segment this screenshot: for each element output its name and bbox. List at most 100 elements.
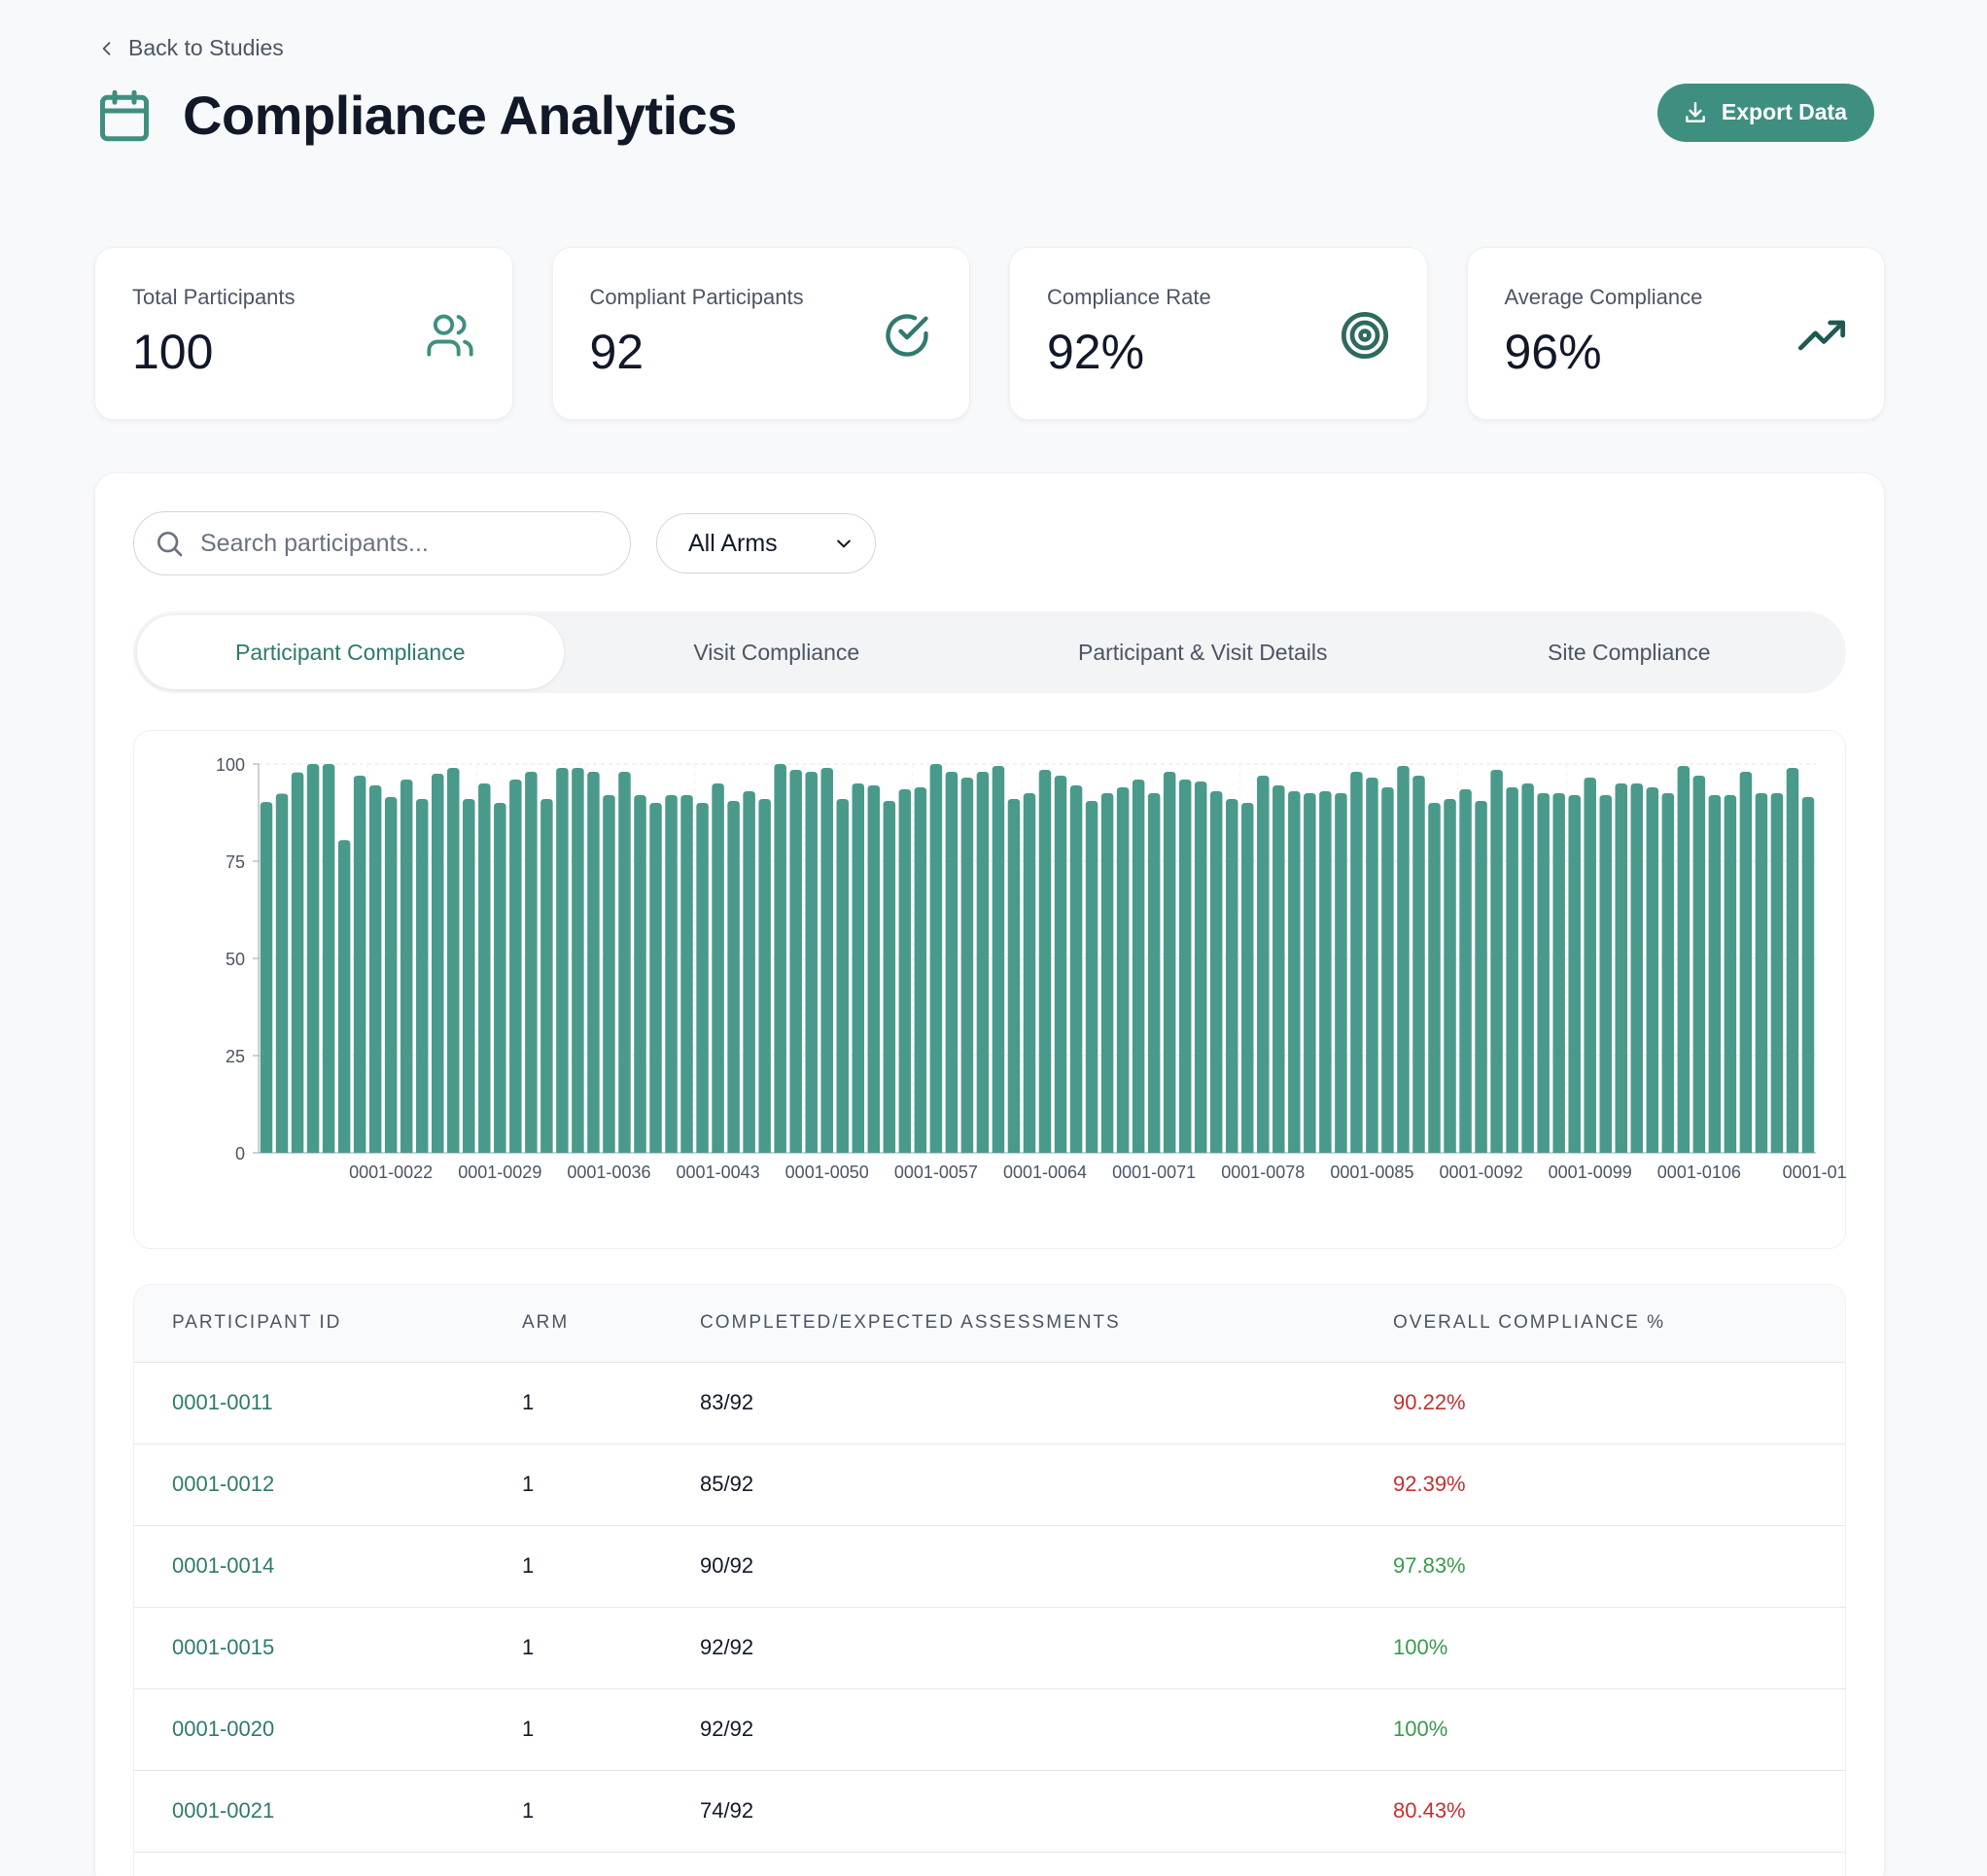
stat-label: Compliance Rate bbox=[1047, 285, 1211, 309]
participant-id-link[interactable]: 0001-0020 bbox=[134, 1688, 484, 1771]
bar bbox=[1770, 793, 1784, 1153]
bar bbox=[665, 795, 678, 1153]
tab-participant-visit-details[interactable]: Participant & Visit Details bbox=[1077, 639, 1328, 665]
table-row[interactable]: 0001-0015 1 92/92 100% bbox=[134, 1607, 1845, 1689]
stat-value: 96% bbox=[1504, 325, 1602, 379]
bar bbox=[1288, 791, 1301, 1153]
arm-select[interactable]: All Arms bbox=[656, 513, 876, 573]
back-to-studies-link[interactable]: Back to Studies bbox=[97, 35, 284, 61]
participant-id-link[interactable]: 0001-0014 bbox=[134, 1525, 484, 1608]
bar bbox=[1661, 793, 1675, 1153]
table-row[interactable]: 0001-0012 1 85/92 92.39% bbox=[134, 1443, 1845, 1526]
x-tick-label: 0001-0064 bbox=[1003, 1163, 1087, 1182]
bar bbox=[1801, 797, 1815, 1153]
bar bbox=[914, 787, 927, 1153]
arm-cell: 1 bbox=[484, 1362, 662, 1444]
x-tick-label: 0001-0106 bbox=[1657, 1163, 1741, 1182]
bar bbox=[1366, 778, 1378, 1153]
column-header-arm[interactable]: ARM bbox=[484, 1285, 662, 1363]
x-tick-label: 0001-0057 bbox=[894, 1163, 978, 1182]
bar bbox=[1428, 803, 1441, 1153]
table-row[interactable]: 0001-0020 1 92/92 100% bbox=[134, 1688, 1845, 1771]
chevron-down-icon bbox=[837, 539, 851, 548]
column-header-participant-id[interactable]: PARTICIPANT ID bbox=[134, 1285, 484, 1363]
table-cell-empty bbox=[484, 1852, 662, 1876]
stat-card-compliant-participants: Compliant Participants 92 bbox=[551, 247, 970, 420]
bar bbox=[929, 764, 943, 1153]
bar bbox=[1755, 793, 1768, 1153]
table-row[interactable]: 0001-0011 1 83/92 90.22% bbox=[134, 1362, 1845, 1444]
bar bbox=[774, 764, 786, 1153]
bar bbox=[1708, 795, 1722, 1153]
bar bbox=[992, 766, 1005, 1153]
export-label: Export Data bbox=[1721, 99, 1847, 124]
table-row[interactable]: 0001-0014 1 90/92 97.83% bbox=[134, 1525, 1845, 1608]
table-cell-empty bbox=[662, 1852, 1355, 1876]
x-tick-label: 0001-0085 bbox=[1330, 1163, 1413, 1182]
bar bbox=[618, 772, 631, 1153]
assessments-cell: 83/92 bbox=[662, 1362, 1355, 1444]
compliance-table-card: PARTICIPANT ID ARM COMPLETED/EXPECTED AS… bbox=[133, 1284, 1846, 1876]
filter-bar: All Arms bbox=[133, 511, 876, 575]
bar bbox=[1194, 782, 1207, 1153]
participant-id-link[interactable]: 0001-0021 bbox=[134, 1770, 484, 1853]
bar bbox=[556, 768, 569, 1153]
compliance-cell: 100% bbox=[1355, 1607, 1845, 1689]
x-tick-label: 0001-0043 bbox=[677, 1163, 760, 1182]
table-row[interactable] bbox=[134, 1852, 1845, 1876]
bar bbox=[836, 799, 849, 1153]
bar bbox=[852, 783, 865, 1153]
y-tick-label: 25 bbox=[226, 1047, 245, 1066]
bar bbox=[1537, 793, 1550, 1153]
bar bbox=[572, 768, 584, 1153]
column-header-assessments[interactable]: COMPLETED/EXPECTED ASSESSMENTS bbox=[662, 1285, 1355, 1363]
column-header-compliance[interactable]: OVERALL COMPLIANCE % bbox=[1355, 1285, 1845, 1363]
bar bbox=[1646, 787, 1659, 1153]
x-tick-label: 0001-0078 bbox=[1221, 1163, 1305, 1182]
participant-id-link[interactable]: 0001-0011 bbox=[134, 1362, 484, 1444]
compliance-cell: 100% bbox=[1355, 1688, 1845, 1771]
bar bbox=[1226, 799, 1238, 1153]
bar bbox=[337, 840, 351, 1153]
compliance-table: PARTICIPANT ID ARM COMPLETED/EXPECTED AS… bbox=[134, 1285, 1845, 1876]
bar bbox=[431, 774, 444, 1153]
bar bbox=[322, 764, 335, 1153]
bar bbox=[1724, 795, 1737, 1153]
participant-id-link[interactable]: 0001-0015 bbox=[134, 1607, 484, 1689]
bar bbox=[400, 780, 413, 1153]
search-box[interactable] bbox=[133, 511, 631, 575]
chevron-left-icon bbox=[102, 41, 111, 55]
arm-cell: 1 bbox=[484, 1525, 662, 1608]
bar bbox=[1444, 799, 1456, 1153]
y-tick-label: 100 bbox=[216, 755, 245, 775]
bar bbox=[1552, 793, 1565, 1153]
tab-participant-compliance[interactable]: Participant Compliance bbox=[137, 615, 564, 689]
bar bbox=[1506, 787, 1518, 1153]
bar bbox=[1599, 795, 1612, 1153]
bar bbox=[1615, 783, 1627, 1153]
x-tick-label: 0001-0029 bbox=[458, 1163, 541, 1182]
bar bbox=[1397, 766, 1410, 1153]
bar bbox=[1178, 780, 1192, 1153]
bar bbox=[758, 799, 771, 1153]
tab-visit-compliance[interactable]: Visit Compliance bbox=[693, 639, 860, 665]
calendar-icon bbox=[100, 89, 149, 141]
search-input[interactable] bbox=[200, 529, 609, 558]
arm-cell: 1 bbox=[484, 1770, 662, 1853]
participant-id-link[interactable]: 0001-0012 bbox=[134, 1443, 484, 1526]
assessments-cell: 92/92 bbox=[662, 1688, 1355, 1771]
back-label: Back to Studies bbox=[128, 35, 284, 60]
bar bbox=[1054, 776, 1067, 1153]
compliance-panel: All Arms Participant Compliance Visit Co… bbox=[94, 472, 1885, 1876]
export-data-button[interactable]: Export Data bbox=[1656, 83, 1874, 142]
bar bbox=[1568, 795, 1581, 1153]
trending-up-icon bbox=[1797, 320, 1846, 351]
users-icon bbox=[426, 314, 473, 357]
download-icon bbox=[1686, 101, 1705, 122]
assessments-cell: 92/92 bbox=[662, 1607, 1355, 1689]
bar bbox=[1521, 783, 1534, 1153]
bar bbox=[525, 772, 538, 1153]
table-row[interactable]: 0001-0021 1 74/92 80.43% bbox=[134, 1770, 1845, 1853]
tab-site-compliance[interactable]: Site Compliance bbox=[1548, 639, 1711, 665]
bar bbox=[1257, 776, 1270, 1153]
